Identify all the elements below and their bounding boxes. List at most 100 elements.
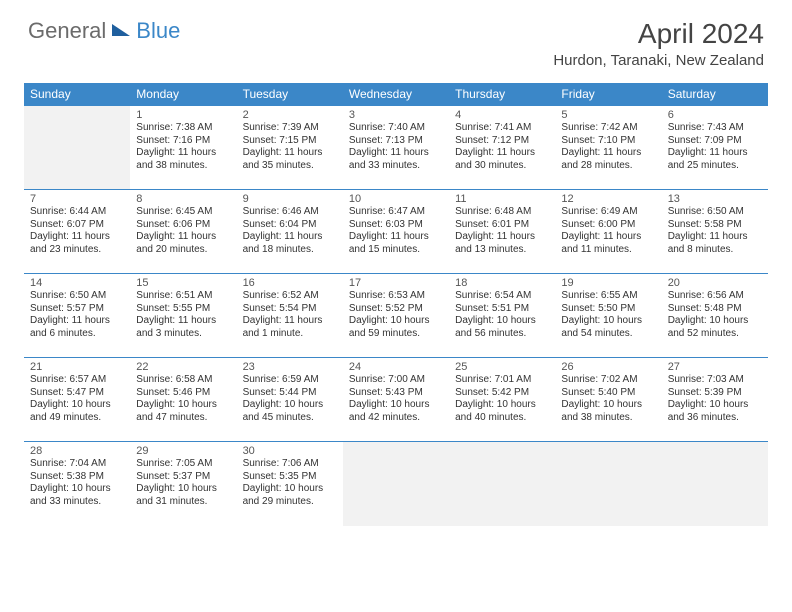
- sun-info: Sunrise: 6:45 AMSunset: 6:06 PMDaylight:…: [136, 206, 230, 256]
- day-header: Sunday: [24, 83, 130, 106]
- daylight-line2: and 28 minutes.: [561, 160, 655, 173]
- daylight-line2: and 35 minutes.: [243, 160, 337, 173]
- calendar-day-cell: 23Sunrise: 6:59 AMSunset: 5:44 PMDayligh…: [237, 358, 343, 442]
- calendar-day-cell: 6Sunrise: 7:43 AMSunset: 7:09 PMDaylight…: [662, 106, 768, 190]
- sun-info: Sunrise: 7:03 AMSunset: 5:39 PMDaylight:…: [668, 374, 762, 424]
- calendar-week-row: 28Sunrise: 7:04 AMSunset: 5:38 PMDayligh…: [24, 442, 768, 526]
- logo-text-general: General: [28, 18, 106, 44]
- day-header: Friday: [555, 83, 661, 106]
- daylight-line2: and 40 minutes.: [455, 412, 549, 425]
- calendar-week-row: 1Sunrise: 7:38 AMSunset: 7:16 PMDaylight…: [24, 106, 768, 190]
- daylight-line2: and 33 minutes.: [349, 160, 443, 173]
- daylight-line2: and 15 minutes.: [349, 244, 443, 257]
- day-number: 5: [561, 109, 655, 121]
- sun-info: Sunrise: 6:54 AMSunset: 5:51 PMDaylight:…: [455, 290, 549, 340]
- sunset-text: Sunset: 5:40 PM: [561, 387, 655, 400]
- day-number: 29: [136, 445, 230, 457]
- logo-triangle-icon: [112, 22, 134, 40]
- daylight-line1: Daylight: 10 hours: [30, 399, 124, 412]
- sunrise-text: Sunrise: 6:50 AM: [30, 290, 124, 303]
- daylight-line1: Daylight: 11 hours: [136, 231, 230, 244]
- sun-info: Sunrise: 7:01 AMSunset: 5:42 PMDaylight:…: [455, 374, 549, 424]
- calendar-day-cell: 4Sunrise: 7:41 AMSunset: 7:12 PMDaylight…: [449, 106, 555, 190]
- day-header-row: Sunday Monday Tuesday Wednesday Thursday…: [24, 83, 768, 106]
- sunrise-text: Sunrise: 7:43 AM: [668, 122, 762, 135]
- sun-info: Sunrise: 7:40 AMSunset: 7:13 PMDaylight:…: [349, 122, 443, 172]
- sun-info: Sunrise: 6:56 AMSunset: 5:48 PMDaylight:…: [668, 290, 762, 340]
- sunset-text: Sunset: 7:09 PM: [668, 135, 762, 148]
- sunrise-text: Sunrise: 6:58 AM: [136, 374, 230, 387]
- sunset-text: Sunset: 5:48 PM: [668, 303, 762, 316]
- day-number: 3: [349, 109, 443, 121]
- daylight-line2: and 56 minutes.: [455, 328, 549, 341]
- day-number: 24: [349, 361, 443, 373]
- daylight-line1: Daylight: 11 hours: [668, 147, 762, 160]
- sunrise-text: Sunrise: 6:53 AM: [349, 290, 443, 303]
- sunrise-text: Sunrise: 7:05 AM: [136, 458, 230, 471]
- sunrise-text: Sunrise: 7:41 AM: [455, 122, 549, 135]
- sunset-text: Sunset: 5:57 PM: [30, 303, 124, 316]
- logo-text-blue: Blue: [136, 18, 180, 44]
- sun-info: Sunrise: 7:00 AMSunset: 5:43 PMDaylight:…: [349, 374, 443, 424]
- sunset-text: Sunset: 5:44 PM: [243, 387, 337, 400]
- daylight-line1: Daylight: 10 hours: [561, 315, 655, 328]
- day-number: 12: [561, 193, 655, 205]
- daylight-line1: Daylight: 10 hours: [349, 399, 443, 412]
- day-number: 28: [30, 445, 124, 457]
- daylight-line2: and 18 minutes.: [243, 244, 337, 257]
- daylight-line2: and 45 minutes.: [243, 412, 337, 425]
- calendar-day-cell: 30Sunrise: 7:06 AMSunset: 5:35 PMDayligh…: [237, 442, 343, 526]
- sunrise-text: Sunrise: 6:54 AM: [455, 290, 549, 303]
- calendar-day-cell: 1Sunrise: 7:38 AMSunset: 7:16 PMDaylight…: [130, 106, 236, 190]
- day-number: 26: [561, 361, 655, 373]
- day-header: Wednesday: [343, 83, 449, 106]
- sunrise-text: Sunrise: 7:38 AM: [136, 122, 230, 135]
- sunset-text: Sunset: 7:13 PM: [349, 135, 443, 148]
- logo: General Blue: [28, 18, 180, 44]
- calendar-day-cell: 18Sunrise: 6:54 AMSunset: 5:51 PMDayligh…: [449, 274, 555, 358]
- sunset-text: Sunset: 6:01 PM: [455, 219, 549, 232]
- calendar-day-cell: 2Sunrise: 7:39 AMSunset: 7:15 PMDaylight…: [237, 106, 343, 190]
- calendar-day-cell: [555, 442, 661, 526]
- sun-info: Sunrise: 6:44 AMSunset: 6:07 PMDaylight:…: [30, 206, 124, 256]
- sunrise-text: Sunrise: 7:39 AM: [243, 122, 337, 135]
- sun-info: Sunrise: 6:59 AMSunset: 5:44 PMDaylight:…: [243, 374, 337, 424]
- sun-info: Sunrise: 7:04 AMSunset: 5:38 PMDaylight:…: [30, 458, 124, 508]
- daylight-line1: Daylight: 11 hours: [30, 315, 124, 328]
- sunrise-text: Sunrise: 7:02 AM: [561, 374, 655, 387]
- sunrise-text: Sunrise: 6:44 AM: [30, 206, 124, 219]
- calendar-day-cell: 29Sunrise: 7:05 AMSunset: 5:37 PMDayligh…: [130, 442, 236, 526]
- day-number: 27: [668, 361, 762, 373]
- calendar-day-cell: 10Sunrise: 6:47 AMSunset: 6:03 PMDayligh…: [343, 190, 449, 274]
- day-header: Saturday: [662, 83, 768, 106]
- daylight-line1: Daylight: 10 hours: [668, 315, 762, 328]
- sunset-text: Sunset: 5:55 PM: [136, 303, 230, 316]
- daylight-line2: and 11 minutes.: [561, 244, 655, 257]
- daylight-line1: Daylight: 10 hours: [455, 399, 549, 412]
- daylight-line1: Daylight: 11 hours: [561, 231, 655, 244]
- sunset-text: Sunset: 5:50 PM: [561, 303, 655, 316]
- daylight-line1: Daylight: 10 hours: [136, 399, 230, 412]
- daylight-line2: and 54 minutes.: [561, 328, 655, 341]
- sunset-text: Sunset: 7:10 PM: [561, 135, 655, 148]
- daylight-line1: Daylight: 10 hours: [243, 399, 337, 412]
- sunrise-text: Sunrise: 7:01 AM: [455, 374, 549, 387]
- header: General Blue April 2024 Hurdon, Taranaki…: [0, 0, 792, 77]
- daylight-line2: and 20 minutes.: [136, 244, 230, 257]
- calendar-day-cell: 14Sunrise: 6:50 AMSunset: 5:57 PMDayligh…: [24, 274, 130, 358]
- calendar-week-row: 14Sunrise: 6:50 AMSunset: 5:57 PMDayligh…: [24, 274, 768, 358]
- sunrise-text: Sunrise: 6:59 AM: [243, 374, 337, 387]
- sun-info: Sunrise: 6:47 AMSunset: 6:03 PMDaylight:…: [349, 206, 443, 256]
- sunset-text: Sunset: 5:39 PM: [668, 387, 762, 400]
- day-number: 18: [455, 277, 549, 289]
- calendar-day-cell: 7Sunrise: 6:44 AMSunset: 6:07 PMDaylight…: [24, 190, 130, 274]
- sunrise-text: Sunrise: 6:45 AM: [136, 206, 230, 219]
- sun-info: Sunrise: 6:50 AMSunset: 5:57 PMDaylight:…: [30, 290, 124, 340]
- calendar-day-cell: 21Sunrise: 6:57 AMSunset: 5:47 PMDayligh…: [24, 358, 130, 442]
- daylight-line2: and 33 minutes.: [30, 496, 124, 509]
- sunrise-text: Sunrise: 6:57 AM: [30, 374, 124, 387]
- day-number: 23: [243, 361, 337, 373]
- sunrise-text: Sunrise: 6:51 AM: [136, 290, 230, 303]
- calendar-day-cell: 15Sunrise: 6:51 AMSunset: 5:55 PMDayligh…: [130, 274, 236, 358]
- daylight-line2: and 30 minutes.: [455, 160, 549, 173]
